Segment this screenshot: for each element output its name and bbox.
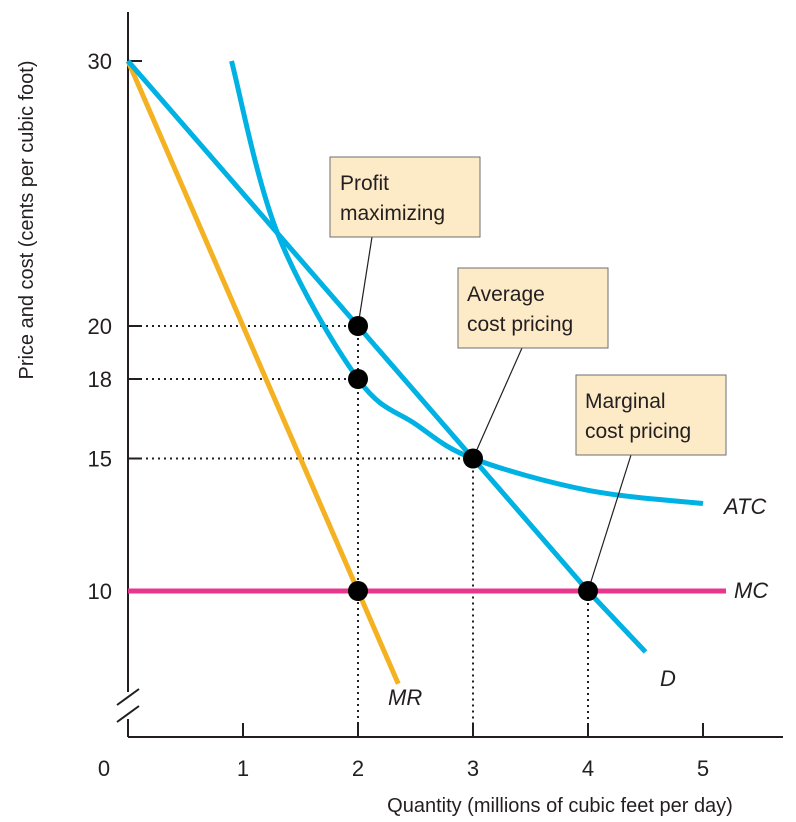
- callout-text-line: cost pricing: [467, 313, 573, 336]
- y-tick-marks: [128, 60, 142, 592]
- equilibrium-points: [348, 316, 598, 601]
- point-q4-p10: [578, 581, 598, 601]
- callout-leader: [357, 236, 373, 327]
- curve-label-atc: ATC: [722, 494, 766, 519]
- y-tick-label-18: 18: [88, 367, 112, 392]
- callout-text-line: Profit: [340, 172, 389, 195]
- x-tick-label-0: 0: [98, 756, 110, 781]
- curve-label-mc: MC: [734, 578, 768, 603]
- y-tick-labels: 10 15 18 20 30: [88, 49, 112, 604]
- callout-box: [457, 267, 609, 349]
- callout-text-line: Marginal: [585, 390, 666, 413]
- curve-label-mr: MR: [388, 685, 422, 710]
- y-axis-title: Price and cost (cents per cubic foot): [16, 60, 38, 379]
- axis-break-icon: [116, 688, 140, 723]
- x-axis-title: Quantity (millions of cubic feet per day…: [387, 795, 733, 817]
- y-tick-label-30: 30: [88, 49, 112, 74]
- y-tick-label-20: 20: [88, 314, 112, 339]
- y-tick-label-10: 10: [88, 579, 112, 604]
- point-q2-p10: [348, 581, 368, 601]
- x-tick-labels: 0 1 2 3 4 5: [98, 756, 709, 781]
- curves: [125, 59, 726, 685]
- x-tick-label-2: 2: [352, 756, 364, 781]
- y-tick-label-15: 15: [88, 447, 112, 472]
- curve-label-d: D: [660, 666, 676, 691]
- x-tick-label-5: 5: [697, 756, 709, 781]
- x-tick-label-1: 1: [237, 756, 249, 781]
- curve-labels: ATC MC D MR: [388, 494, 768, 710]
- point-q3-p15: [463, 448, 483, 469]
- curve-atc: [229, 60, 704, 507]
- callout-leader: [472, 347, 523, 459]
- callout-leader: [587, 454, 632, 592]
- x-tick-label-3: 3: [467, 756, 479, 781]
- callout-box: [329, 156, 481, 238]
- callout-text-line: Average: [467, 283, 545, 306]
- x-tick-label-4: 4: [582, 756, 594, 781]
- callout-text-line: cost pricing: [585, 420, 691, 443]
- x-tick-marks: [242, 723, 704, 737]
- callout-box: [575, 374, 727, 456]
- point-q2-p18: [348, 369, 368, 389]
- axes: [116, 12, 783, 738]
- curve-d: [126, 59, 648, 654]
- callout-marginal-cost-pricing: Marginal cost pricing: [575, 374, 727, 592]
- callout-text-line: maximizing: [340, 202, 445, 225]
- callout-profit-maximizing: Profit maximizing: [329, 156, 481, 327]
- callout-average-cost-pricing: Average cost pricing: [457, 267, 609, 459]
- point-q2-p20: [348, 316, 368, 336]
